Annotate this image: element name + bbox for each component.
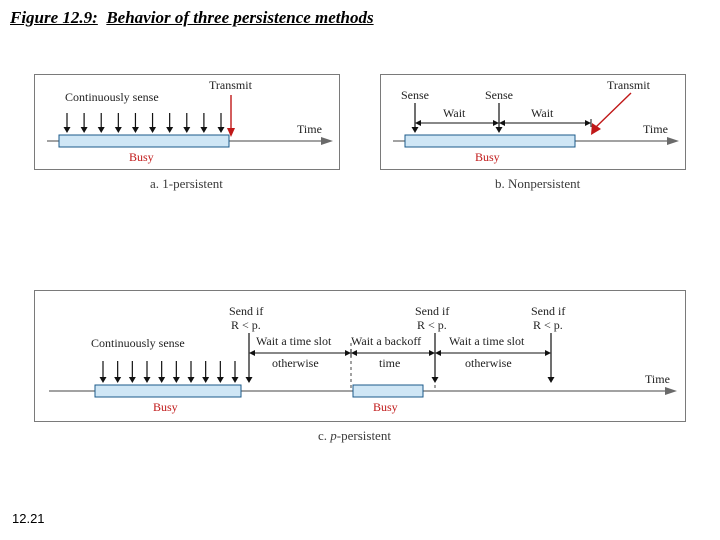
time-label-a: Time [297,122,322,136]
busy-label-c2: Busy [373,400,398,414]
svg-text:otherwise: otherwise [272,356,319,370]
panel-1-persistent: Time Busy Continuously sense Transmit [34,74,340,170]
svg-text:R < p.: R < p. [231,318,261,332]
caption-b: b. Nonpersistent [495,176,580,192]
time-label-c: Time [645,372,670,386]
svg-text:Send if: Send if [531,304,565,318]
panel-nonpersistent: Time Busy Sense Sense Wait Wait Transmit [380,74,686,170]
svg-text:Wait a time slot: Wait a time slot [256,334,332,348]
svg-text:Send if: Send if [415,304,449,318]
transmit-label-b: Transmit [607,78,651,92]
wait1-label-b: Wait [443,106,466,120]
svg-text:R < p.: R < p. [533,318,563,332]
wait2-label-b: Wait [531,106,554,120]
figure-number: Figure 12.9: [10,8,98,27]
time-label-b: Time [643,122,668,136]
busy-label-b: Busy [475,150,500,164]
sense-label-a: Continuously sense [65,90,159,104]
caption-c: c. p-persistent [318,428,391,444]
panel-p-persistent: Time Busy Busy Continuously sense Send i… [34,290,686,422]
sense2-label-b: Sense [485,88,513,102]
figure-text: Behavior of three persistence methods [106,8,373,27]
panel-b-svg: Time Busy Sense Sense Wait Wait Transmit [381,75,687,171]
svg-text:Send if: Send if [229,304,263,318]
caption-a: a. 1-persistent [150,176,223,192]
sense-label-c: Continuously sense [91,336,185,350]
figure-title: Figure 12.9: Behavior of three persisten… [10,8,374,28]
panel-c-svg: Time Busy Busy Continuously sense Send i… [35,291,687,423]
svg-text:otherwise: otherwise [465,356,512,370]
svg-text:R < p.: R < p. [417,318,447,332]
transmit-label-a: Transmit [209,78,253,92]
busy-label-c1: Busy [153,400,178,414]
sense1-label-b: Sense [401,88,429,102]
panel-a-svg: Time Busy Continuously sense Transmit [35,75,341,171]
svg-text:Wait a time slot: Wait a time slot [449,334,525,348]
svg-text:time: time [379,356,400,370]
svg-text:Wait a backoff: Wait a backoff [351,334,421,348]
page-number: 12.21 [12,511,45,526]
busy-label-a: Busy [129,150,154,164]
